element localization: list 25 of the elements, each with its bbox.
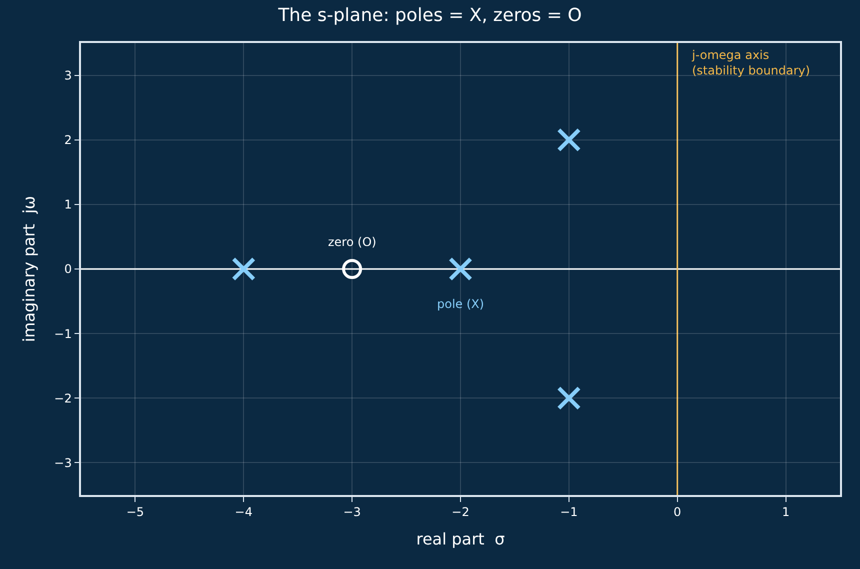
x-axis-title: real part σ: [416, 529, 505, 548]
point: [342, 259, 362, 279]
x-tick-label: −4: [234, 505, 252, 520]
y-tick-label: −3: [54, 456, 72, 470]
x-tick-label: −3: [343, 505, 361, 520]
y-tick-label: −1: [54, 326, 72, 341]
chart-title: The s-plane: poles = X, zeros = O: [277, 5, 582, 26]
x-tick-label: −1: [560, 505, 578, 520]
y-axis-title: imaginary part jω: [20, 196, 39, 342]
point: [556, 128, 581, 152]
ref-line-label: j-omega axis (stability boundary): [691, 48, 810, 78]
x-tick-label: −2: [452, 505, 470, 520]
y-tick-label: −2: [54, 391, 72, 406]
y-tick-label: 1: [64, 198, 72, 212]
y-tick-label: 2: [64, 133, 72, 148]
annotation: zero (O): [328, 235, 376, 249]
x-tick-label: 0: [674, 505, 682, 520]
point: [556, 386, 581, 410]
point: [232, 257, 256, 281]
point: [448, 257, 472, 281]
x-tick-label: 1: [782, 505, 790, 520]
annotation: pole (X): [437, 297, 484, 311]
y-tick-label: 0: [64, 262, 72, 276]
x-tick-label: −5: [126, 505, 144, 520]
y-tick-label: 3: [64, 68, 72, 82]
